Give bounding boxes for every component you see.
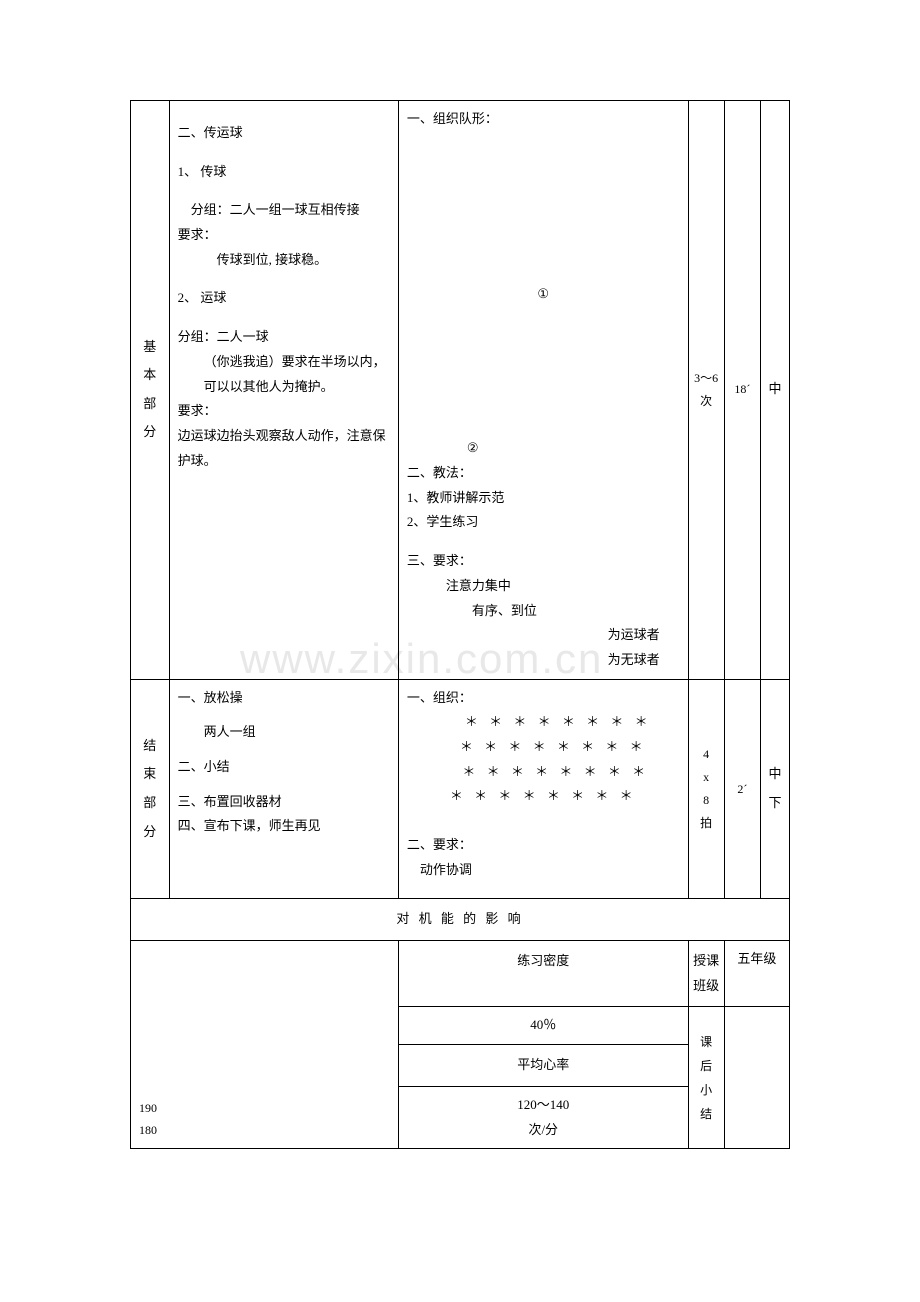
label-text: 结 束 部 分	[143, 738, 156, 839]
end-req: 动作协调	[407, 858, 680, 883]
end-section-label: 结 束 部 分	[131, 679, 170, 899]
mark2: ②	[407, 436, 680, 461]
req2: 有序、到位	[407, 599, 680, 624]
end-intensity-cell: 中 下	[760, 679, 789, 899]
basic-section-row: 基 本 部 分 二、传运球 1、 传球 分组：二人一组一球互相传接 要求： 传球…	[131, 101, 790, 680]
basic-org-cell: 一、组织队形： ① ② 二、教法： 1、教师讲解示范 2、学生练习 三、要求： …	[398, 101, 688, 680]
item1-req-label: 要求：	[178, 223, 390, 248]
end-section-row: 结 束 部 分 一、放松操 两人一组 二、小结 三、布置回收器材 四、宣布下课，…	[131, 679, 790, 899]
density-label-cell: 练习密度	[398, 941, 688, 1007]
after-label-cell: 课 后 小 结	[688, 1007, 724, 1149]
method-title: 二、教法：	[407, 461, 680, 486]
end-item2: 二、小结	[178, 755, 390, 780]
method2: 2、学生练习	[407, 510, 680, 535]
legend1: 为运球者	[407, 623, 680, 648]
times-text: 3～6 次	[694, 371, 718, 408]
item1-group: 分组：二人一组一球互相传接	[178, 198, 390, 223]
item2-desc: （你逃我追）要求在半场以内，可以以其他人为掩护。	[178, 350, 390, 399]
end-item1: 一、放松操	[178, 686, 390, 711]
basic-times-cell: 3～6 次	[688, 101, 724, 680]
bottom-left-cell: 190 180	[131, 941, 399, 1149]
legend2: 为无球者	[407, 648, 680, 673]
end-item4: 四、宣布下课，师生再见	[178, 814, 390, 839]
mark1: ①	[407, 282, 680, 307]
minutes-text: 18´	[734, 382, 750, 396]
basic-section-label: 基 本 部 分	[131, 101, 170, 680]
rate-label-cell: 平均心率	[398, 1045, 688, 1087]
req-title: 三、要求：	[407, 549, 680, 574]
intensity-text: 中	[768, 381, 781, 396]
stars-row: ＊ ＊ ＊ ＊ ＊ ＊ ＊ ＊	[407, 784, 680, 809]
end-req-title: 二、要求：	[407, 833, 680, 858]
end-org-cell: 一、组织： ＊ ＊ ＊ ＊ ＊ ＊ ＊ ＊ ＊ ＊ ＊ ＊ ＊ ＊ ＊ ＊ ＊ …	[398, 679, 688, 899]
basic-minutes-cell: 18´	[724, 101, 760, 680]
org-title: 一、组织队形：	[407, 107, 680, 132]
req1: 注意力集中	[407, 574, 680, 599]
item1-req: 传球到位, 接球稳。	[178, 248, 390, 273]
end-content-cell: 一、放松操 两人一组 二、小结 三、布置回收器材 四、宣布下课，师生再见	[169, 679, 398, 899]
stars-row: ＊ ＊ ＊ ＊ ＊ ＊ ＊ ＊	[407, 760, 680, 785]
end-org-title: 一、组织：	[407, 686, 680, 711]
value-190: 190	[139, 1097, 390, 1120]
end-minutes-cell: 2´	[724, 679, 760, 899]
influence-row: 对 机 能 的 影 响	[131, 899, 790, 941]
item2-num: 2、 运球	[178, 286, 390, 311]
basic-intensity-cell: 中	[760, 101, 789, 680]
content-title: 二、传运球	[178, 121, 390, 146]
times-text: 4 x 8 拍	[700, 747, 712, 829]
class-value-cell: 五年级	[724, 941, 789, 1007]
after-label-text: 课 后 小 结	[700, 1035, 712, 1121]
minutes-text: 2´	[737, 782, 747, 796]
stars-row: ＊ ＊ ＊ ＊ ＊ ＊ ＊ ＊	[407, 735, 680, 760]
after-content-cell	[724, 1007, 789, 1149]
density-value-cell: 40％	[398, 1007, 688, 1045]
end-times-cell: 4 x 8 拍	[688, 679, 724, 899]
end-item1-desc: 两人一组	[178, 720, 390, 745]
item2-group: 分组：二人一球	[178, 325, 390, 350]
label-text: 基 本 部 分	[143, 339, 156, 440]
item2-req-label: 要求：	[178, 399, 390, 424]
item2-req: 边运球边抬头观察敌人动作，注意保护球。	[178, 424, 390, 473]
end-item3: 三、布置回收器材	[178, 790, 390, 815]
rate-value-cell: 120～140 次/分	[398, 1086, 688, 1148]
basic-content-cell: 二、传运球 1、 传球 分组：二人一组一球互相传接 要求： 传球到位, 接球稳。…	[169, 101, 398, 680]
stars-row: ＊ ＊ ＊ ＊ ＊ ＊ ＊ ＊	[407, 710, 680, 735]
value-180: 180	[139, 1119, 390, 1142]
intensity-text: 中 下	[768, 766, 781, 810]
bottom-row-1: 190 180 练习密度 授课班级 五年级	[131, 941, 790, 1007]
rate-value-text: 120～140 次/分	[517, 1097, 569, 1137]
method1: 1、教师讲解示范	[407, 486, 680, 511]
lesson-plan-table: 基 本 部 分 二、传运球 1、 传球 分组：二人一组一球互相传接 要求： 传球…	[130, 100, 790, 1149]
item1-num: 1、 传球	[178, 160, 390, 185]
influence-title: 对 机 能 的 影 响	[131, 899, 790, 941]
class-label-cell: 授课班级	[688, 941, 724, 1007]
